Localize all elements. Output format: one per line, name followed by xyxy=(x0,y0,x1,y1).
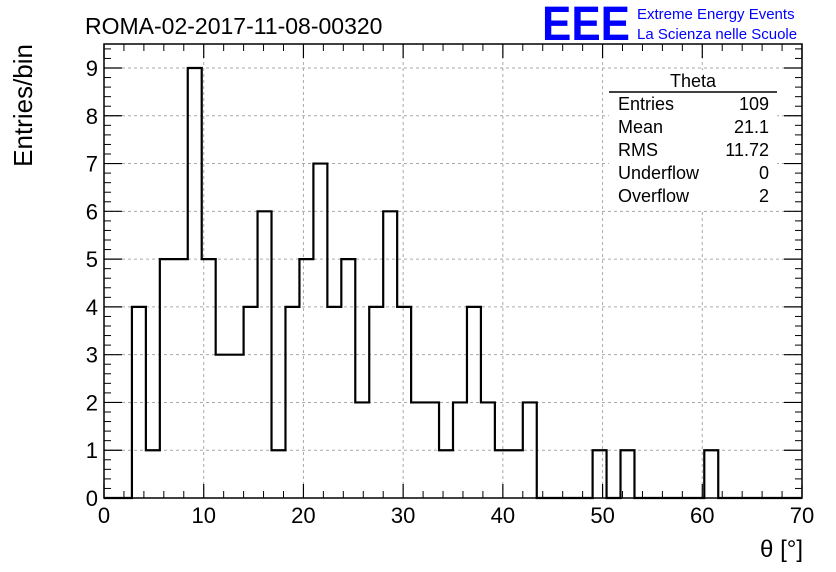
histogram-bin xyxy=(216,355,230,498)
histogram-bin xyxy=(593,450,607,498)
y-tick-label: 4 xyxy=(86,295,98,320)
x-tick-label: 30 xyxy=(391,503,415,528)
logo-line-1: Extreme Energy Events xyxy=(637,6,795,23)
y-tick-label: 0 xyxy=(86,486,98,511)
histogram-bin xyxy=(355,402,369,498)
histogram-bin xyxy=(411,402,425,498)
y-axis-label: Entries/bin xyxy=(8,44,38,167)
logo-line-2: La Scienza nelle Scuole xyxy=(637,26,797,43)
x-tick-label: 40 xyxy=(491,503,515,528)
histogram-outline xyxy=(104,66,802,500)
histogram-bin xyxy=(160,259,174,498)
histogram-bin xyxy=(369,307,383,498)
stats-value: 21.1 xyxy=(734,117,769,137)
histogram-bin xyxy=(704,450,718,498)
stats-title: Theta xyxy=(670,71,717,91)
histogram-bin xyxy=(202,259,216,498)
histogram-bin xyxy=(439,450,453,498)
histogram-bin xyxy=(285,307,299,498)
histogram-bin xyxy=(481,402,495,498)
histogram-bin xyxy=(258,211,272,498)
x-tick-label: 10 xyxy=(191,503,215,528)
stats-value: 2 xyxy=(759,186,769,206)
x-tick-label: 60 xyxy=(690,503,714,528)
histogram-bin xyxy=(299,259,313,498)
stats-label: Underflow xyxy=(618,163,700,183)
eee-logo: EEE xyxy=(542,0,630,51)
y-tick-label: 9 xyxy=(86,56,98,81)
x-tick-labels: 0 10 20 30 40 50 60 70 xyxy=(98,503,814,528)
histogram-bin xyxy=(174,259,188,498)
stats-value: 109 xyxy=(739,94,769,114)
y-tick-labels: 0 1 2 3 4 5 6 7 8 9 xyxy=(86,56,98,511)
stats-box: Theta Entries 109 Mean 21.1 RMS 11.72 Underflo… xyxy=(609,70,777,210)
histogram-bin xyxy=(397,307,411,498)
histogram-bars xyxy=(104,66,802,500)
x-axis-label: θ [°] xyxy=(760,536,803,563)
histogram-bin xyxy=(313,164,327,498)
y-tick-label: 1 xyxy=(86,438,98,463)
plot-frame xyxy=(103,43,803,499)
histogram-bin xyxy=(327,307,341,498)
y-tick-label: 5 xyxy=(86,247,98,272)
y-tick-label: 6 xyxy=(86,199,98,224)
x-tick-label: 0 xyxy=(98,503,110,528)
histogram-bin xyxy=(272,450,286,498)
y-tick-label: 8 xyxy=(86,104,98,129)
histogram-bin xyxy=(188,68,202,498)
histogram-bin xyxy=(621,450,635,498)
stats-label: RMS xyxy=(618,140,658,160)
x-tick-label: 20 xyxy=(291,503,315,528)
histogram-bin xyxy=(383,211,397,498)
axis-ticks xyxy=(103,44,803,499)
stats-label: Overflow xyxy=(618,186,690,206)
y-tick-label: 2 xyxy=(86,390,98,415)
run-title: ROMA-02-2017-11-08-00320 xyxy=(85,13,382,39)
histogram-bin xyxy=(509,450,523,498)
x-tick-label: 50 xyxy=(590,503,614,528)
x-tick-label: 70 xyxy=(790,503,814,528)
stats-value: 0 xyxy=(759,163,769,183)
y-tick-label: 3 xyxy=(86,343,98,368)
y-tick-label: 7 xyxy=(86,152,98,177)
histogram-bin xyxy=(523,402,537,498)
stats-label: Mean xyxy=(618,117,663,137)
histogram-bin xyxy=(495,450,509,498)
histogram-bin xyxy=(146,450,160,498)
histogram-bin xyxy=(453,402,467,498)
stats-value: 11.72 xyxy=(725,140,769,160)
stats-label: Entries xyxy=(618,94,674,114)
histogram-bin xyxy=(230,355,244,498)
histogram-bin xyxy=(132,307,146,498)
histogram-bin xyxy=(244,307,258,498)
histogram-bin xyxy=(341,259,355,498)
histogram-bin xyxy=(425,402,439,498)
histogram-bin xyxy=(467,307,481,498)
